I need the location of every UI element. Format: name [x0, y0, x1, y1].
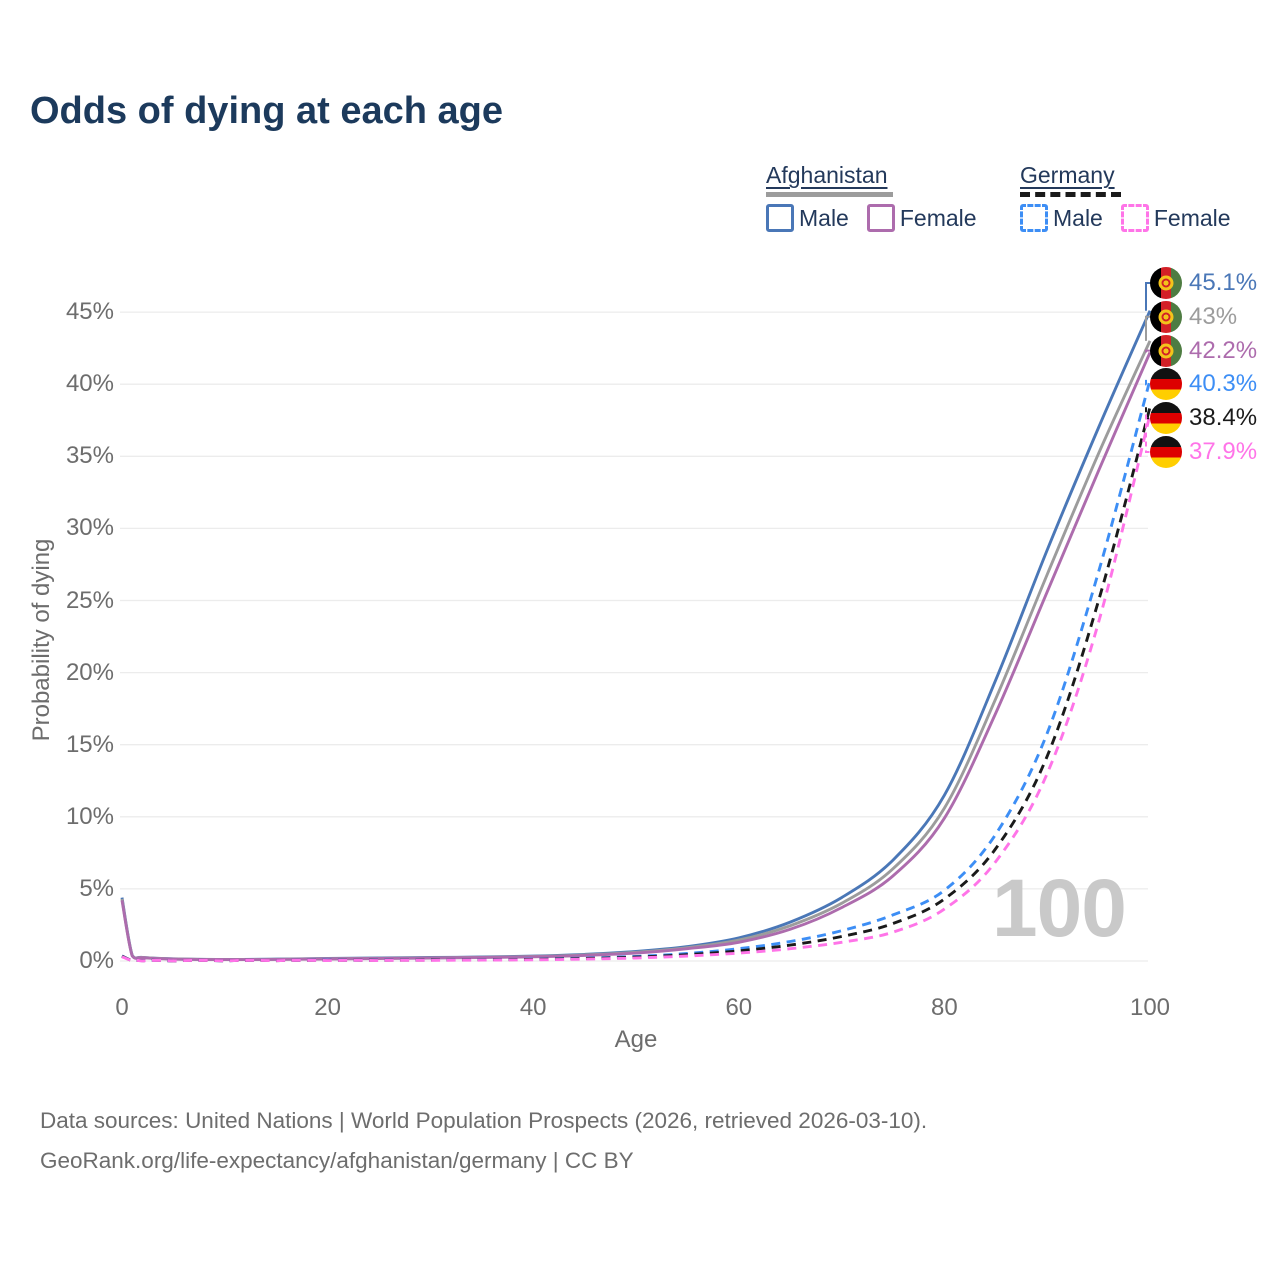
- afghanistan-emblem-icon: [1158, 309, 1174, 325]
- page-title: Odds of dying at each age: [30, 90, 503, 132]
- legend-country-afghanistan[interactable]: Afghanistan: [766, 162, 894, 197]
- end-value-label: 37.9%: [1189, 438, 1258, 465]
- end-label-germany-female: 37.9%: [1150, 436, 1257, 468]
- end-value-label: 38.4%: [1189, 404, 1258, 432]
- series-line-germany-female: [121, 414, 1152, 963]
- germany-flag-icon: [1150, 402, 1182, 435]
- y-tick-10%: 10%: [65, 802, 114, 830]
- afghanistan-flag-icon: [1150, 267, 1182, 299]
- y-tick-35%: 35%: [65, 442, 114, 470]
- end-label-afghanistan-male: 45.1%: [1150, 267, 1257, 299]
- legend-row-germany: Male Female: [1020, 204, 1231, 232]
- y-tick-5%: 5%: [79, 874, 114, 902]
- afghanistan-flag-icon: [1150, 300, 1182, 333]
- legend-label-afghanistan-female: Female: [899, 204, 977, 231]
- end-label-afghanistan-female: 42.2%: [1150, 334, 1258, 367]
- age-counter-watermark: 100: [992, 863, 1127, 954]
- end-value-label: 42.2%: [1189, 336, 1258, 364]
- x-tick-80: 80: [931, 994, 958, 1021]
- end-value-label: 40.3%: [1189, 370, 1258, 398]
- y-tick-0%: 0%: [79, 947, 114, 974]
- end-value-label: 43%: [1189, 302, 1238, 330]
- x-tick-20: 20: [314, 994, 341, 1021]
- series-line-afghanistan-female: [120, 351, 1152, 962]
- y-tick-30%: 30%: [65, 514, 114, 542]
- x-tick-100: 100: [1129, 994, 1171, 1021]
- legend-swatch-afghanistan-male[interactable]: [766, 204, 794, 232]
- x-axis-title: Age: [614, 1026, 658, 1053]
- y-axis-title: Probability of dying: [28, 538, 55, 742]
- afghanistan-emblem-icon: [1158, 343, 1174, 359]
- x-tick-40: 40: [519, 994, 547, 1021]
- germany-flag-icon: [1150, 436, 1182, 468]
- end-label-germany-male: 40.3%: [1150, 368, 1258, 401]
- y-tick-20%: 20%: [65, 658, 114, 686]
- end-label-connector-germany-female: [1145, 414, 1154, 453]
- legend-swatch-germany-female[interactable]: [1120, 204, 1149, 232]
- legend-swatch-germany-male[interactable]: [1020, 204, 1048, 232]
- end-label-germany-both-sexes: 38.4%: [1150, 402, 1258, 435]
- legend-swatch-afghanistan-female[interactable]: [866, 204, 895, 232]
- legend-label-afghanistan-male: Male: [799, 204, 849, 231]
- data-source-line: Data sources: United Nations | World Pop…: [40, 1108, 928, 1133]
- legend-label-germany-male: Male: [1053, 204, 1103, 231]
- end-label-afghanistan-both-sexes: 43%: [1150, 300, 1238, 333]
- x-tick-60: 60: [725, 994, 753, 1021]
- legend-group-afghanistan: Afghanistan Male Female: [766, 162, 977, 232]
- legend-group-germany: Germany Male Female: [1020, 162, 1231, 232]
- y-tick-15%: 15%: [65, 730, 114, 758]
- legend-label-germany-female: Female: [1153, 204, 1231, 231]
- legend-row-afghanistan: Male Female: [766, 204, 977, 232]
- x-tick-0: 0: [115, 994, 129, 1021]
- germany-flag-icon: [1150, 368, 1182, 401]
- y-tick-25%: 25%: [65, 586, 114, 614]
- y-tick-40%: 40%: [65, 370, 114, 398]
- y-tick-45%: 45%: [65, 298, 114, 326]
- afghanistan-emblem-icon: [1158, 275, 1174, 291]
- end-value-label: 45.1%: [1189, 269, 1258, 296]
- legend-country-germany[interactable]: Germany: [1020, 162, 1121, 197]
- attribution-link-line[interactable]: GeoRank.org/life-expectancy/afghanistan/…: [40, 1148, 634, 1173]
- afghanistan-flag-icon: [1150, 334, 1182, 367]
